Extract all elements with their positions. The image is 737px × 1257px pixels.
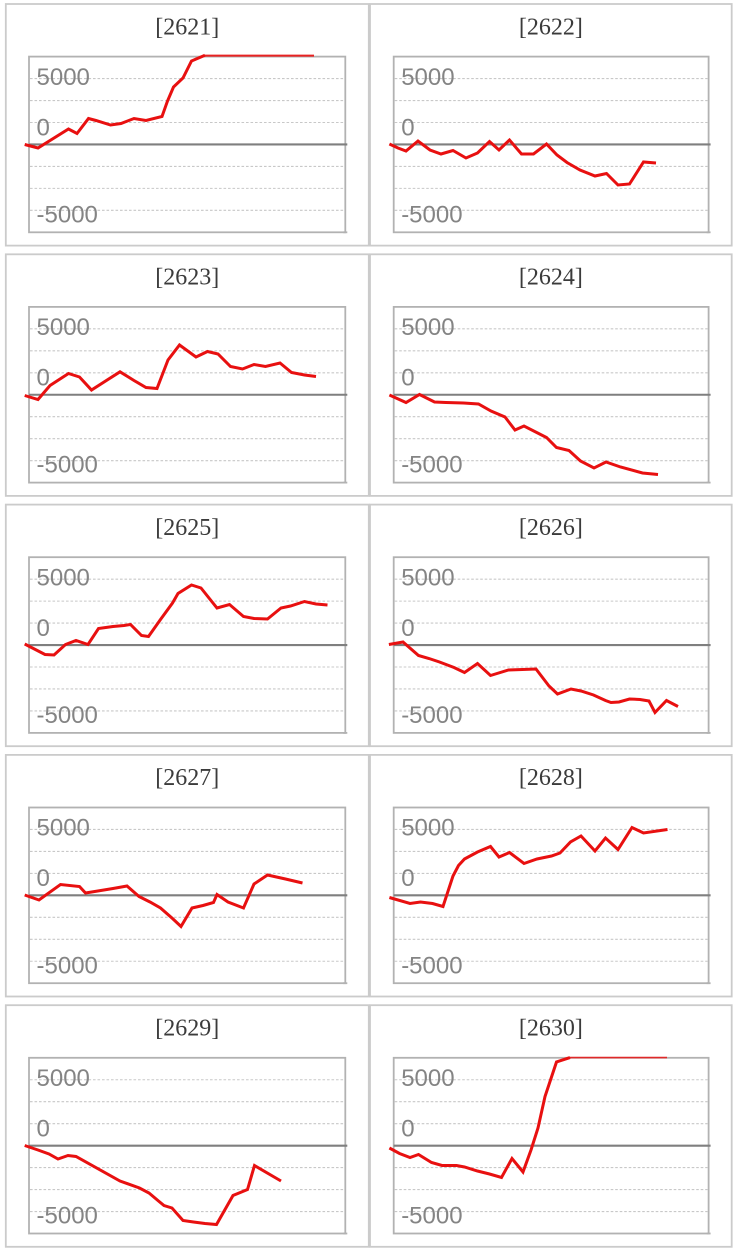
svg-text:-5000: -5000 [401,952,462,979]
svg-text:5000: 5000 [37,64,90,91]
svg-text:0: 0 [401,114,414,141]
svg-text:[2626]: [2626] [519,515,583,541]
svg-text:[2629]: [2629] [155,1016,219,1042]
svg-text:0: 0 [37,365,50,392]
svg-text:5000: 5000 [37,1065,90,1092]
svg-text:5000: 5000 [401,1065,454,1092]
svg-text:[2624]: [2624] [519,265,583,291]
svg-text:0: 0 [401,1116,414,1143]
svg-text:-5000: -5000 [401,702,462,729]
svg-text:0: 0 [37,865,50,892]
svg-text:5000: 5000 [401,564,454,591]
svg-text:[2630]: [2630] [519,1016,583,1042]
svg-text:0: 0 [401,365,414,392]
svg-text:-5000: -5000 [401,201,462,228]
svg-text:5000: 5000 [37,564,90,591]
svg-text:0: 0 [37,1116,50,1143]
svg-text:[2627]: [2627] [155,765,219,791]
svg-text:-5000: -5000 [37,452,98,479]
svg-text:5000: 5000 [37,314,90,341]
svg-text:5000: 5000 [401,314,454,341]
svg-text:0: 0 [37,615,50,642]
svg-text:-5000: -5000 [401,1203,462,1230]
svg-text:-5000: -5000 [401,452,462,479]
svg-text:0: 0 [401,865,414,892]
svg-text:[2628]: [2628] [519,765,583,791]
svg-text:[2623]: [2623] [155,265,219,291]
svg-text:[2625]: [2625] [155,515,219,541]
svg-text:[2622]: [2622] [519,14,583,40]
svg-text:5000: 5000 [37,815,90,842]
svg-text:0: 0 [37,114,50,141]
svg-text:[2621]: [2621] [155,14,219,40]
svg-text:-5000: -5000 [37,1203,98,1230]
svg-text:5000: 5000 [401,815,454,842]
svg-text:0: 0 [401,615,414,642]
svg-text:-5000: -5000 [37,201,98,228]
svg-text:-5000: -5000 [37,952,98,979]
svg-text:5000: 5000 [401,64,454,91]
svg-text:-5000: -5000 [37,702,98,729]
